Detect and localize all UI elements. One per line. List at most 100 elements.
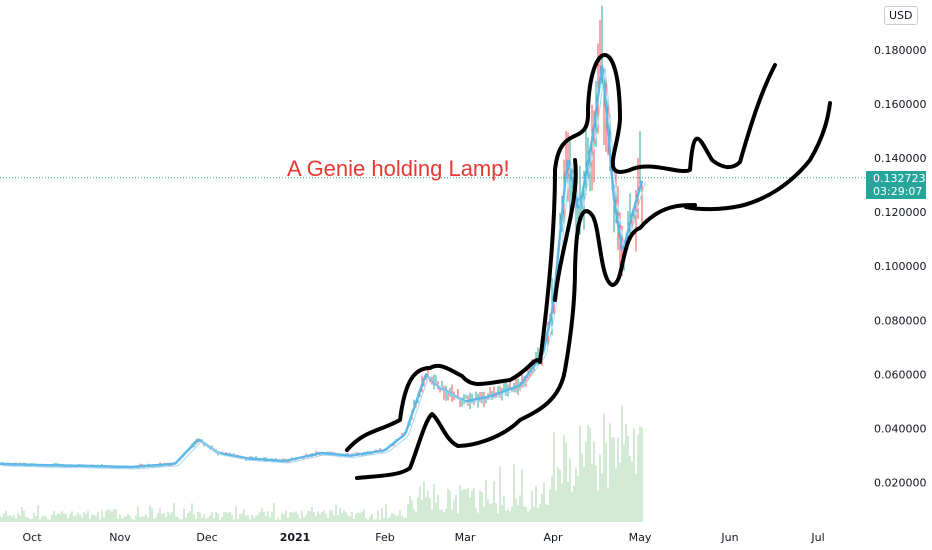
volume-bar	[513, 464, 515, 522]
volume-bar	[635, 473, 637, 522]
volume-bar	[113, 508, 115, 522]
volume-bar	[111, 511, 113, 522]
volume-bar	[505, 510, 507, 522]
volume-bar	[549, 489, 551, 522]
volume-bar	[477, 512, 479, 522]
volume-bar	[169, 514, 171, 522]
volume-bar	[69, 514, 71, 522]
volume-bar	[565, 442, 567, 522]
volume-bar	[329, 510, 331, 522]
volume-bar	[553, 432, 555, 522]
y-tick-label: 0.140000	[874, 152, 927, 165]
x-tick-label: Nov	[109, 531, 131, 544]
volume-bar	[91, 514, 93, 522]
volume-bar	[75, 515, 77, 522]
volume-bar	[217, 513, 219, 522]
currency-badge[interactable]: USD	[884, 6, 918, 25]
volume-bar	[441, 509, 443, 522]
volume-bar	[603, 413, 605, 522]
volume-bar	[435, 502, 437, 522]
volume-bar	[295, 511, 297, 522]
moving-average-line-slow	[2, 67, 646, 470]
volume-bar	[393, 513, 395, 522]
volume-bar	[311, 507, 313, 522]
volume-bar	[3, 513, 5, 522]
volume-bar	[347, 515, 349, 522]
volume-bar	[1, 517, 3, 522]
volume-bar	[201, 517, 203, 522]
volume-bar	[0, 515, 1, 522]
volume-bar	[559, 469, 561, 522]
x-tick-label: Oct	[22, 531, 42, 544]
volume-bar	[485, 479, 487, 522]
volume-bar	[593, 441, 595, 522]
volume-bar	[313, 512, 315, 522]
volume-bar	[339, 508, 341, 522]
volume-bar	[117, 518, 119, 522]
annotation-text[interactable]: A Genie holding Lamp!	[287, 156, 510, 181]
volume-bar	[177, 517, 179, 522]
x-tick-label: Mar	[455, 531, 476, 544]
volume-bar	[227, 512, 229, 522]
volume-bar	[229, 511, 231, 522]
volume-bar	[417, 497, 419, 522]
volume-bar	[297, 514, 299, 522]
volume-bar	[401, 515, 403, 522]
volume-bar	[83, 511, 85, 522]
volume-bar	[415, 511, 417, 522]
volume-bar	[323, 510, 325, 522]
volume-bar	[207, 517, 209, 522]
volume-bar	[97, 511, 99, 522]
volume-bar	[25, 516, 27, 522]
volume-bar	[387, 518, 389, 522]
volume-bar	[355, 513, 357, 522]
volume-bar	[65, 513, 67, 522]
last-price-tag: 0.132723 03:29:07	[866, 171, 926, 199]
volume-bar	[281, 513, 283, 522]
volume-bar	[487, 499, 489, 522]
volume-bar	[247, 515, 249, 522]
volume-bar	[13, 515, 15, 522]
volume-bar	[275, 519, 277, 522]
volume-bar	[481, 491, 483, 522]
volume-bar	[389, 516, 391, 522]
volume-bar	[133, 519, 135, 522]
volume-bar	[443, 512, 445, 522]
volume-bar	[535, 485, 537, 522]
volume-bar	[503, 496, 505, 522]
volume-bar	[175, 516, 177, 522]
volume-bar	[43, 515, 45, 522]
volume-bar	[293, 512, 295, 522]
volume-bar	[41, 516, 43, 522]
volume-bar	[499, 466, 501, 522]
volume-bar	[77, 512, 79, 522]
volume-bar	[369, 516, 371, 522]
volume-bar	[251, 514, 253, 522]
volume-bar	[621, 405, 623, 522]
volume-bar	[173, 502, 175, 522]
volume-bar	[381, 508, 383, 522]
last-price-value: 0.132723	[873, 172, 926, 185]
volume-bar	[31, 518, 33, 522]
volume-bar	[191, 503, 193, 522]
volume-bar	[459, 484, 461, 522]
volume-bar	[529, 509, 531, 522]
volume-bar	[21, 506, 23, 522]
volume-bar	[223, 512, 225, 522]
volume-bar	[623, 444, 625, 522]
x-tick-label: Feb	[375, 531, 394, 544]
volume-bar	[629, 456, 631, 522]
volume-bar	[371, 513, 373, 522]
volume-bar	[375, 519, 377, 522]
volume-bar	[321, 511, 323, 522]
volume-bar	[351, 512, 353, 522]
volume-bar	[105, 510, 107, 522]
volume-bar	[141, 516, 143, 522]
volume-bar	[575, 468, 577, 522]
volume-bar	[195, 519, 197, 522]
volume-bar	[493, 480, 495, 522]
volume-bar	[583, 466, 585, 522]
volume-bar	[317, 511, 319, 522]
volume-bar	[573, 485, 575, 522]
